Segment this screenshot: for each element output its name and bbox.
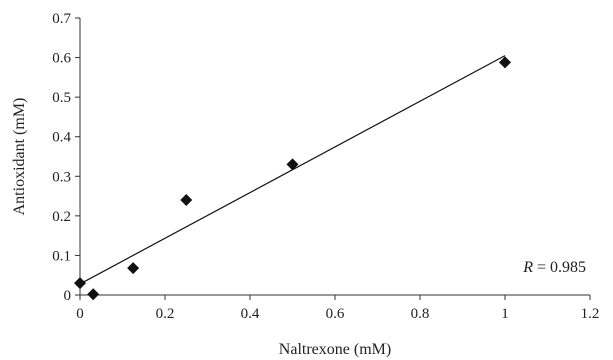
data-point: [74, 277, 86, 290]
x-tick-label: 0.2: [156, 306, 175, 322]
x-tick-label: 0: [76, 306, 84, 322]
y-tick-label: 0.6: [52, 51, 71, 67]
r-value-annotation: R = 0.985: [522, 259, 586, 276]
r-variable: R: [522, 259, 533, 276]
y-tick-label: 0.7: [52, 11, 71, 27]
data-points: [74, 56, 511, 301]
data-point: [127, 262, 140, 275]
axes: [79, 18, 590, 296]
y-tick-label: 0: [64, 288, 72, 304]
x-tick-label: 1.2: [581, 306, 600, 322]
data-point: [87, 288, 100, 301]
data-point: [499, 56, 511, 69]
y-tick-label: 0.3: [52, 169, 71, 185]
x-tick-label: 0.6: [326, 306, 345, 322]
r-value: = 0.985: [533, 259, 586, 276]
x-tick-label: 1: [501, 306, 509, 322]
y-tick-label: 0.2: [52, 209, 71, 225]
y-axis-ticks: 0 0.1 0.2 0.3 0.4 0.5 0.6 0.7: [52, 11, 80, 304]
y-tick-label: 0.1: [52, 248, 71, 264]
data-point: [286, 158, 299, 171]
data-point: [180, 194, 193, 207]
y-axis-title: Antioxidant (mM): [11, 98, 28, 216]
x-axis-ticks: 0 0.2 0.4 0.6 0.8 1 1.2: [76, 295, 599, 322]
x-axis-title: Naltrexone (mM): [279, 341, 391, 358]
y-tick-label: 0.5: [52, 90, 71, 106]
x-tick-label: 0.4: [241, 306, 260, 322]
y-tick-label: 0.4: [52, 130, 71, 146]
x-tick-label: 0.8: [411, 306, 430, 322]
